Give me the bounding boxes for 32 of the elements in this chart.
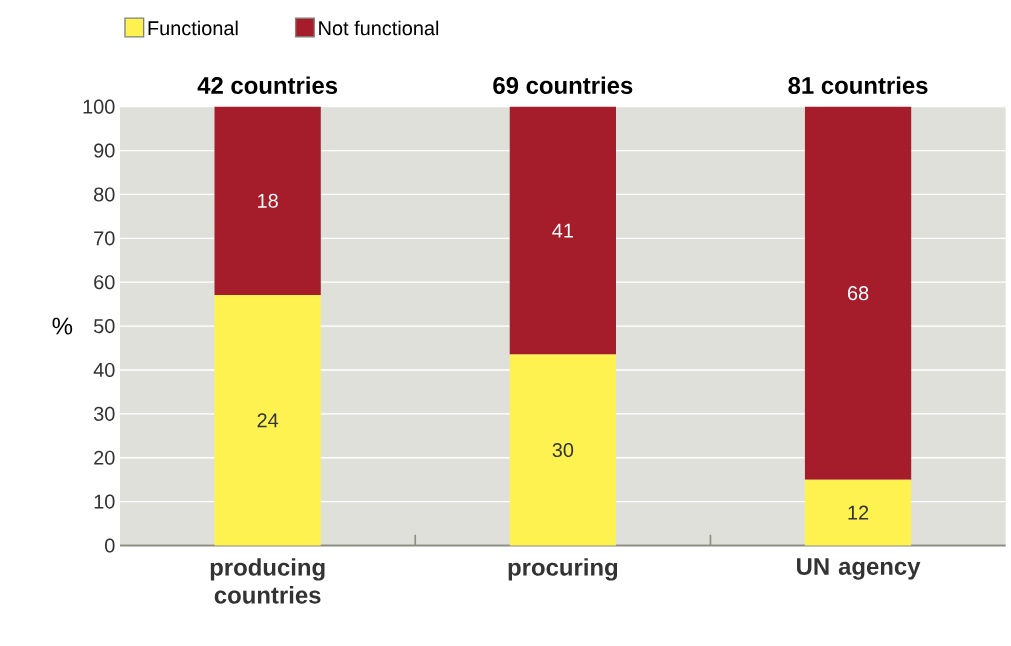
y-tick-label: 30 xyxy=(93,407,115,422)
y-tick-label: 60 xyxy=(94,275,115,290)
annotation: 18 xyxy=(258,193,278,209)
legend-label: Not functional xyxy=(319,20,439,36)
y-tick-label: 80 xyxy=(94,187,115,202)
x-tick-label: producing countries xyxy=(210,558,325,604)
y-tick-label: 50 xyxy=(93,319,115,334)
bar xyxy=(804,479,912,546)
bar xyxy=(509,354,616,546)
annotation: 42 countries xyxy=(197,76,338,95)
annotation: 30 xyxy=(552,443,574,458)
y-axis-title: % xyxy=(52,317,73,335)
annotation: 68 xyxy=(848,286,869,301)
y-tick-label: 70 xyxy=(94,231,115,246)
x-tick-label: UN agency xyxy=(797,558,921,580)
annotation: 12 xyxy=(848,505,869,520)
annotation: 41 xyxy=(552,224,573,238)
annotation: 81 countries xyxy=(788,76,928,95)
x-tick-label: procuring xyxy=(508,558,618,581)
annotation: 24 xyxy=(257,413,279,428)
bar xyxy=(214,295,321,546)
bar xyxy=(214,106,321,296)
y-tick-label: 100 xyxy=(83,99,115,114)
y-tick-label: 90 xyxy=(94,143,115,158)
y-tick-label: 20 xyxy=(94,450,115,466)
y-tick-label: 40 xyxy=(93,363,115,378)
y-tick-label: 0 xyxy=(105,538,115,553)
bar xyxy=(509,106,616,355)
legend-label: Functional xyxy=(148,20,238,36)
bar xyxy=(804,106,912,480)
annotation: 69 countries xyxy=(493,76,633,95)
y-tick-label: 10 xyxy=(94,494,115,509)
